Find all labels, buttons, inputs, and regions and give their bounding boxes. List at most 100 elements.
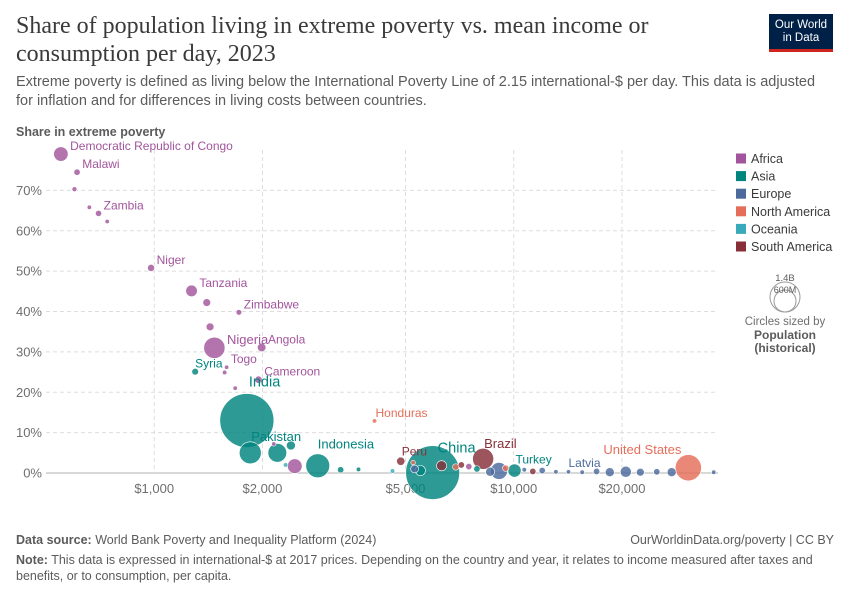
data-point (271, 441, 277, 447)
data-source: Data source: World Bank Poverty and Ineq… (16, 533, 376, 547)
y-tick-label: 70% (16, 183, 42, 198)
point-label: Pakistan (251, 429, 301, 444)
data-point (238, 441, 262, 465)
point-label: Angola (268, 332, 306, 346)
y-axis-title: Share in extreme poverty (16, 125, 165, 139)
data-point (579, 469, 585, 475)
y-tick-label: 20% (16, 385, 42, 400)
data-point (473, 465, 481, 473)
logo-line-2: in Data (782, 32, 820, 44)
footer-link[interactable]: OurWorldinData.org/poverty | CC BY (630, 533, 834, 547)
data-point (224, 364, 230, 370)
data-point (232, 385, 238, 391)
data-point (593, 467, 601, 475)
data-point (396, 456, 406, 466)
size-legend-subtitle: (historical) (754, 341, 815, 355)
size-legend-title: Population (754, 328, 816, 342)
point-label: Tanzania (199, 276, 247, 290)
data-point (472, 448, 494, 470)
size-legend-small-label: 600M (774, 285, 797, 295)
legend-swatch (736, 206, 746, 217)
data-point (254, 375, 263, 384)
data-point (465, 463, 473, 471)
data-point (222, 369, 228, 376)
note-label: Note: (16, 553, 48, 567)
point-label: Nigeria (227, 332, 269, 347)
data-point (73, 168, 81, 176)
source-text[interactable]: World Bank Poverty and Inequality Platfo… (95, 533, 377, 547)
data-point (235, 309, 243, 316)
data-point (95, 209, 102, 217)
data-point (355, 466, 362, 472)
data-point (619, 465, 632, 478)
point-label: Turkey (516, 453, 552, 467)
note-text: This data is expressed in international-… (16, 553, 813, 583)
data-point (529, 467, 537, 475)
point-label: Latvia (568, 456, 600, 470)
point-label: United States (603, 442, 682, 457)
legend-label: Africa (751, 152, 783, 166)
y-tick-label: 10% (16, 425, 42, 440)
y-tick-label: 30% (16, 344, 42, 359)
data-point (604, 467, 615, 478)
legend-label: North America (751, 205, 830, 219)
data-point (502, 464, 510, 472)
legend-label: Europe (751, 187, 791, 201)
data-point (485, 466, 496, 477)
x-tick-label: $10,000 (490, 481, 537, 496)
point-label: Peru (402, 444, 427, 458)
point-label: Honduras (376, 406, 428, 420)
data-point (191, 367, 199, 376)
point-label: Indonesia (318, 437, 375, 452)
point-label: Niger (157, 253, 186, 267)
data-point (371, 418, 378, 424)
x-tick-label: $20,000 (598, 481, 645, 496)
point-label: Togo (231, 352, 257, 366)
chart-title: Share of population living in extreme po… (16, 13, 649, 67)
data-point (267, 443, 287, 463)
data-point (257, 342, 267, 353)
y-tick-label: 40% (16, 304, 42, 319)
data-point (674, 454, 702, 482)
size-legend-large-label: 1.4B (775, 273, 795, 284)
legend-label: Asia (751, 170, 775, 184)
data-point (202, 298, 211, 307)
data-point (405, 445, 460, 500)
point-label: Zimbabwe (244, 297, 300, 311)
source-label: Data source: (16, 533, 92, 547)
data-point (337, 466, 345, 474)
x-tick-label: $1,000 (134, 481, 174, 496)
data-point (565, 469, 571, 475)
y-tick-label: 60% (16, 223, 42, 238)
data-point (205, 322, 215, 332)
legend-swatch (736, 188, 746, 199)
data-point (521, 467, 527, 473)
chart-subtitle: Extreme poverty is defined as living bel… (16, 74, 816, 109)
legend-swatch (736, 153, 746, 164)
owid-logo[interactable]: Our World in Data (769, 14, 833, 52)
legend-swatch (736, 223, 746, 234)
data-point (711, 469, 717, 475)
point-label: Malawi (82, 157, 119, 171)
y-tick-label: 0% (23, 466, 42, 481)
chart-note: Note: This data is expressed in internat… (16, 552, 836, 584)
data-point (185, 284, 198, 297)
data-point (553, 469, 559, 475)
size-legend-small-circle (773, 289, 797, 313)
y-tick-label: 50% (16, 264, 42, 279)
point-label: Democratic Republic of Congo (70, 139, 233, 153)
data-point (389, 468, 396, 474)
data-point (71, 186, 78, 192)
legend-label: Oceania (751, 222, 798, 236)
point-label: Syria (195, 357, 223, 371)
data-point (436, 460, 447, 472)
legend-swatch (736, 241, 746, 252)
point-label: China (438, 441, 477, 457)
data-point (86, 204, 92, 210)
point-label: Brazil (484, 436, 517, 451)
legend-swatch (736, 171, 746, 182)
data-point (666, 467, 677, 478)
data-point (636, 467, 645, 477)
data-point (104, 218, 110, 224)
data-point (457, 461, 465, 469)
